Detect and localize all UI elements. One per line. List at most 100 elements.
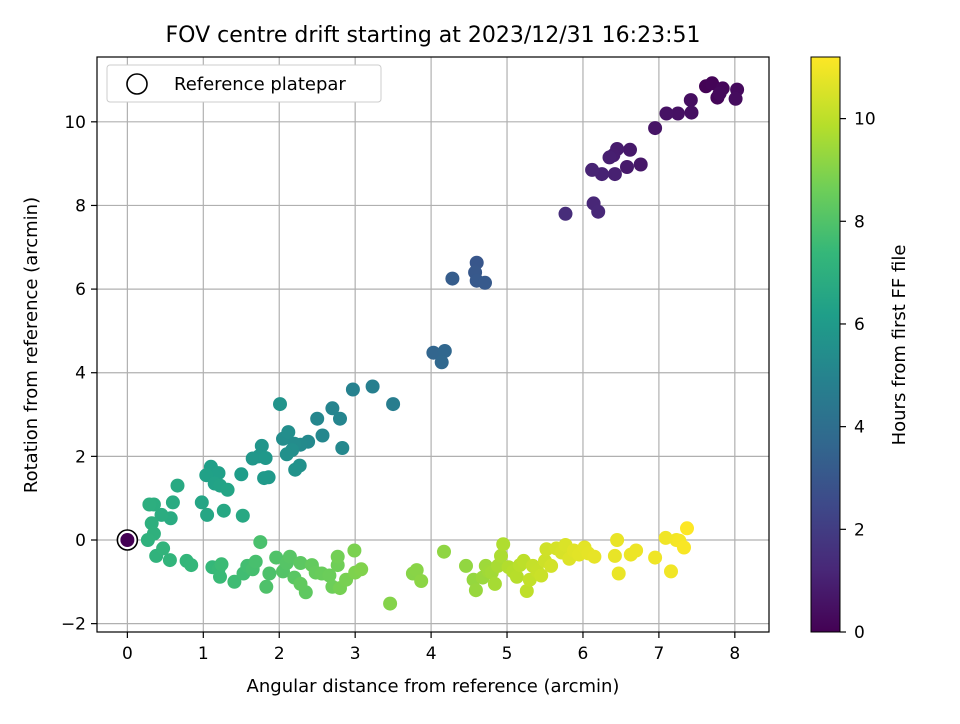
colorbar-tick-label: 0 [854, 623, 865, 643]
data-point [607, 548, 622, 563]
data-point [633, 157, 648, 172]
legend-box [106, 64, 382, 103]
data-point [310, 411, 325, 426]
data-point [235, 508, 250, 523]
data-point [648, 550, 663, 565]
data-point [144, 516, 159, 531]
data-point [213, 569, 227, 584]
data-point [281, 425, 296, 440]
x-axis-ticks: 0 1 2 3 4 5 6 7 8 [122, 632, 740, 664]
data-point [170, 478, 185, 493]
data-point [728, 91, 743, 106]
data-point [200, 507, 215, 522]
data-point [496, 537, 511, 552]
x-tick-label: 1 [198, 644, 209, 664]
x-tick-label: 6 [578, 644, 589, 664]
data-point [591, 204, 606, 219]
data-point [293, 556, 308, 570]
reference-marker [116, 529, 139, 551]
data-point [162, 553, 177, 568]
data-point [347, 543, 362, 558]
data-point [607, 167, 622, 182]
colorbar-label: Hours from first FF file [889, 245, 910, 446]
y-axis-ticks: −2 0 2 4 6 8 10 [61, 113, 97, 635]
data-point [680, 521, 694, 536]
data-point [365, 379, 380, 394]
grid-lines [97, 57, 769, 632]
data-point [234, 467, 249, 482]
data-point [386, 397, 401, 412]
colorbar-ticks: 0 2 4 6 8 10 [840, 110, 876, 643]
colorbar-tick-label: 10 [854, 110, 876, 130]
y-tick-label: 6 [75, 280, 86, 300]
data-point [227, 574, 242, 589]
data-point [519, 584, 534, 598]
data-point [610, 533, 625, 547]
chart-title: FOV centre drift starting at 2023/12/31 … [166, 23, 701, 48]
data-point [623, 142, 637, 157]
data-point [220, 482, 235, 497]
data-point [629, 543, 644, 558]
y-tick-label: 0 [75, 531, 86, 551]
colorbar-tick-label: 2 [854, 520, 865, 540]
data-point [354, 562, 369, 577]
data-point [269, 550, 284, 565]
data-point [194, 495, 209, 510]
x-tick-label: 7 [653, 644, 664, 664]
x-tick-label: 3 [350, 644, 361, 664]
data-point [140, 533, 155, 547]
reference-point [120, 533, 135, 547]
data-point [558, 206, 573, 221]
data-point [330, 549, 345, 564]
data-point [620, 160, 634, 174]
data-point [648, 121, 663, 136]
y-axis-label: Rotation from reference (arcmin) [21, 197, 42, 493]
legend: Reference platepar [106, 64, 382, 103]
data-point [677, 540, 691, 555]
data-point [683, 93, 698, 108]
data-point [602, 150, 617, 165]
data-point [156, 541, 171, 556]
data-point [544, 558, 559, 573]
data-point [437, 544, 451, 559]
data-point [712, 86, 727, 101]
data-point [335, 441, 350, 455]
data-point [325, 401, 340, 416]
data-point [659, 106, 674, 121]
data-point [257, 471, 272, 486]
data-point [459, 558, 473, 573]
data-point [670, 106, 685, 121]
colorbar-tick-label: 6 [854, 315, 865, 335]
colorbar-tick-label: 4 [854, 418, 865, 438]
data-point [414, 574, 429, 588]
x-tick-label: 8 [729, 644, 740, 664]
data-point [611, 566, 626, 581]
data-point [585, 162, 600, 177]
data-point [383, 596, 398, 611]
y-tick-label: 4 [75, 364, 86, 384]
data-point [534, 568, 549, 583]
data-point [445, 271, 460, 286]
data-point [214, 557, 229, 572]
data-point [437, 344, 452, 358]
legend-marker [126, 73, 148, 95]
data-point [322, 568, 337, 583]
data-point [293, 576, 308, 591]
x-tick-label: 0 [122, 644, 133, 664]
x-tick-label: 5 [502, 644, 513, 664]
data-point [259, 579, 274, 594]
data-point [262, 566, 277, 581]
x-tick-label: 2 [274, 644, 285, 664]
data-point [142, 497, 157, 512]
data-point [664, 564, 678, 579]
data-point [468, 583, 483, 598]
data-point [487, 576, 502, 591]
y-tick-label: 8 [75, 196, 86, 216]
data-point [216, 503, 231, 518]
data-points [140, 76, 745, 611]
data-point [245, 451, 260, 466]
data-point [658, 530, 673, 545]
data-point [279, 447, 294, 462]
